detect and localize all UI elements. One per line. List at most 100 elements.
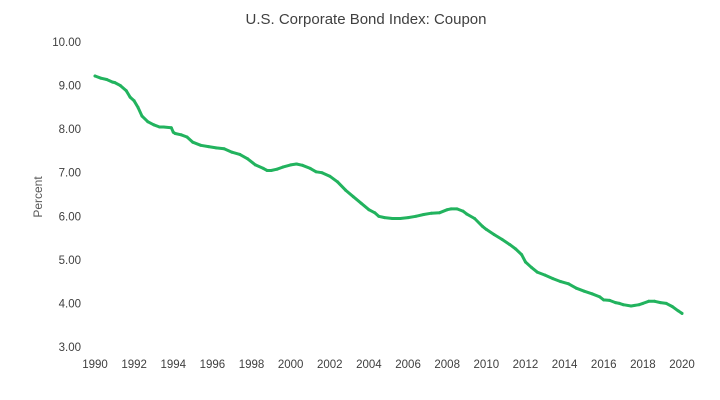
data-point bbox=[351, 195, 355, 199]
data-point bbox=[602, 298, 606, 302]
data-point bbox=[430, 211, 433, 215]
data-point bbox=[191, 140, 195, 144]
data-point bbox=[543, 273, 547, 277]
y-tick-label: 7.00 bbox=[59, 168, 81, 180]
data-point bbox=[281, 165, 285, 169]
data-point bbox=[230, 150, 234, 154]
x-tick-label: 1990 bbox=[82, 359, 108, 371]
data-point bbox=[637, 303, 641, 307]
data-point bbox=[676, 309, 680, 313]
data-point bbox=[629, 304, 633, 308]
data-point bbox=[390, 217, 394, 220]
data-point bbox=[93, 74, 97, 78]
data-point bbox=[261, 166, 265, 170]
data-point bbox=[373, 211, 377, 215]
x-tick-label: 1996 bbox=[200, 359, 226, 371]
x-axis-ticks: 1990 1992 1994 1996 1998 2000 2002 2004 2006 2008… bbox=[82, 359, 695, 371]
data-point bbox=[524, 260, 527, 264]
data-point bbox=[445, 208, 449, 212]
data-point bbox=[383, 216, 387, 220]
data-point bbox=[659, 301, 662, 305]
data-point bbox=[344, 188, 347, 192]
data-point bbox=[559, 280, 563, 284]
data-point bbox=[590, 292, 594, 296]
data-point bbox=[199, 143, 203, 147]
x-tick-label: 2002 bbox=[317, 359, 343, 371]
data-point bbox=[152, 123, 156, 127]
x-tick-label: 2018 bbox=[630, 359, 656, 371]
data-point bbox=[367, 208, 371, 212]
data-point bbox=[529, 265, 533, 269]
y-tick-label: 3.00 bbox=[59, 342, 81, 354]
x-tick-label: 1998 bbox=[239, 359, 265, 371]
data-point bbox=[398, 217, 402, 220]
data-point bbox=[617, 301, 621, 305]
data-point bbox=[105, 78, 109, 81]
data-point bbox=[582, 289, 586, 293]
x-tick-label: 2004 bbox=[356, 359, 382, 371]
y-tick-label: 4.00 bbox=[59, 298, 81, 310]
x-tick-label: 2000 bbox=[278, 359, 304, 371]
data-point bbox=[275, 167, 279, 171]
data-point bbox=[455, 207, 459, 211]
data-point bbox=[269, 169, 273, 172]
data-point bbox=[118, 84, 122, 88]
data-point bbox=[169, 126, 173, 130]
data-point bbox=[295, 162, 298, 166]
data-point bbox=[551, 277, 555, 281]
x-tick-label: 2016 bbox=[591, 359, 617, 371]
data-point bbox=[422, 213, 426, 216]
x-tick-label: 2014 bbox=[552, 359, 578, 371]
data-point bbox=[173, 132, 177, 135]
data-point bbox=[289, 163, 293, 167]
x-tick-label: 2010 bbox=[474, 359, 500, 371]
data-point bbox=[414, 214, 418, 218]
data-point bbox=[336, 180, 340, 184]
y-tick-label: 8.00 bbox=[59, 124, 81, 136]
data-point bbox=[647, 299, 651, 303]
data-point bbox=[484, 227, 488, 231]
y-axis-ticks: 3.00 4.00 5.00 6.00 7.00 8.00 9.00 10.00 bbox=[52, 37, 81, 354]
data-point bbox=[514, 247, 518, 251]
data-point bbox=[328, 174, 332, 178]
data-point bbox=[158, 125, 162, 129]
data-point bbox=[128, 95, 132, 99]
data-point bbox=[461, 209, 465, 213]
data-point bbox=[377, 214, 381, 218]
data-point bbox=[238, 152, 242, 156]
data-point bbox=[680, 311, 684, 315]
data-point bbox=[567, 282, 570, 286]
data-point bbox=[99, 76, 103, 80]
data-point bbox=[113, 81, 117, 84]
y-tick-label: 9.00 bbox=[59, 81, 81, 93]
y-tick-label: 10.00 bbox=[52, 37, 81, 49]
data-point bbox=[621, 303, 625, 307]
data-point bbox=[222, 147, 226, 151]
data-point bbox=[608, 298, 612, 302]
data-point bbox=[473, 217, 477, 220]
x-tick-label: 2006 bbox=[395, 359, 421, 371]
y-tick-label: 5.00 bbox=[59, 255, 81, 267]
data-point bbox=[320, 171, 324, 175]
data-point bbox=[246, 157, 250, 161]
chart-title: U.S. Corporate Bond Index: Coupon bbox=[246, 11, 487, 28]
data-point bbox=[653, 299, 657, 303]
data-point bbox=[535, 270, 539, 274]
x-tick-label: 1994 bbox=[160, 359, 186, 371]
data-point bbox=[140, 114, 144, 118]
data-point bbox=[406, 216, 410, 220]
data-point bbox=[664, 301, 668, 305]
data-point bbox=[465, 212, 469, 216]
data-point bbox=[146, 120, 150, 124]
data-point bbox=[185, 135, 189, 139]
data-point bbox=[179, 133, 183, 137]
y-axis-label: Percent bbox=[31, 176, 45, 218]
data-point bbox=[437, 211, 441, 215]
data-point bbox=[641, 301, 645, 305]
data-point bbox=[598, 295, 602, 299]
data-point bbox=[308, 166, 312, 170]
data-point bbox=[359, 201, 363, 205]
data-point bbox=[214, 146, 218, 150]
x-tick-label: 2008 bbox=[434, 359, 460, 371]
